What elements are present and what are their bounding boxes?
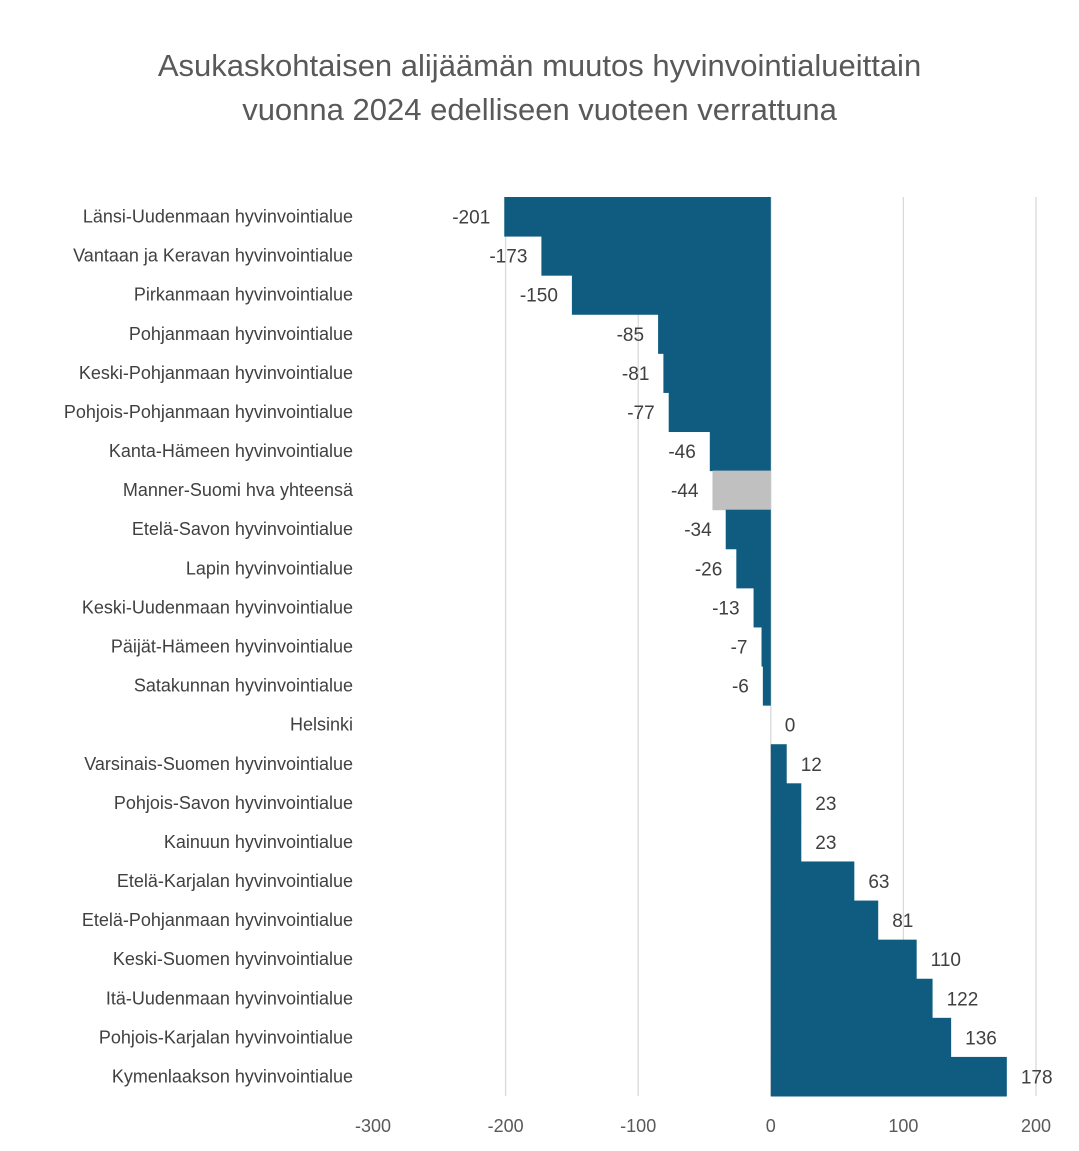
category-label: Varsinais-Suomen hyvinvointialue: [84, 754, 353, 774]
category-label: Itä-Uudenmaan hyvinvointialue: [106, 988, 353, 1008]
category-label: Etelä-Savon hyvinvointialue: [132, 519, 353, 539]
chart-title: Asukaskohtaisen alijäämän muutos hyvinvo…: [0, 44, 1079, 132]
data-label: 110: [931, 950, 961, 971]
bar: [770, 861, 855, 902]
data-label: -7: [731, 638, 748, 659]
bars: [504, 197, 1007, 1097]
x-tick-label: -200: [488, 1116, 524, 1136]
category-label: Keski-Uudenmaan hyvinvointialue: [82, 597, 353, 617]
bar: [712, 470, 771, 511]
data-label: -173: [489, 247, 527, 268]
bar: [770, 744, 787, 784]
category-label: Pirkanmaan hyvinvointialue: [134, 285, 353, 305]
bar: [753, 587, 771, 628]
bar: [504, 197, 771, 237]
value-labels: -201 -173 -150 -85 -81 -77 -46 -44 -34 -26 -13 -7 -6…: [452, 208, 1052, 1089]
data-label: 81: [892, 911, 913, 932]
bar: [658, 314, 771, 354]
bar: [770, 1056, 1007, 1097]
category-label: Satakunnan hyvinvointialue: [134, 676, 353, 696]
bar: [762, 666, 771, 706]
data-label: -34: [684, 520, 712, 541]
x-tick-label: 0: [766, 1116, 776, 1136]
chart-title-line-2: vuonna 2024 edelliseen vuoteen verrattun…: [242, 92, 837, 127]
data-label: -81: [622, 364, 649, 385]
bar: [770, 900, 879, 941]
data-label: -6: [732, 677, 749, 698]
category-label: Vantaan ja Keravan hyvinvointialue: [73, 246, 353, 266]
bar: [725, 509, 771, 550]
bar: [663, 353, 771, 393]
data-label: -13: [712, 598, 739, 619]
category-label: Keski-Suomen hyvinvointialue: [113, 949, 353, 969]
category-label: Pohjois-Savon hyvinvointialue: [114, 793, 353, 813]
category-label: Kanta-Hämeen hyvinvointialue: [109, 441, 353, 461]
bar: [736, 548, 771, 589]
x-axis-tick-labels: -300 -200 -100 0 100 200: [355, 1116, 1051, 1136]
data-label: -201: [452, 208, 490, 229]
data-label: 63: [868, 872, 889, 893]
category-label: Pohjois-Pohjanmaan hyvinvointialue: [64, 402, 353, 422]
data-label: -77: [627, 403, 654, 424]
data-label: 12: [801, 755, 822, 776]
bar: [761, 626, 771, 667]
data-label: 0: [785, 716, 796, 737]
bar: [571, 275, 771, 315]
data-label: 178: [1021, 1067, 1053, 1088]
category-label: Etelä-Karjalan hyvinvointialue: [117, 871, 353, 891]
category-label: Päijät-Hämeen hyvinvointialue: [111, 637, 353, 657]
category-label: Lapin hyvinvointialue: [186, 558, 353, 578]
bar: [770, 939, 917, 980]
data-label: 23: [815, 833, 836, 854]
category-label: Kymenlaakson hyvinvointialue: [112, 1066, 353, 1086]
category-label: Manner-Suomi hva yhteensä: [123, 480, 354, 500]
category-label: Kainuun hyvinvointialue: [164, 832, 353, 852]
bar: [709, 431, 771, 472]
category-label: Pohjanmaan hyvinvointialue: [129, 324, 353, 344]
category-label: Keski-Pohjanmaan hyvinvointialue: [79, 363, 353, 383]
data-label: -44: [671, 481, 699, 502]
category-label: Helsinki: [290, 715, 353, 735]
bar: [770, 822, 802, 862]
data-label: -26: [695, 559, 722, 580]
category-labels: Länsi-Uudenmaan hyvinvointialue Vantaan j…: [64, 207, 354, 1087]
x-tick-label: -100: [620, 1116, 656, 1136]
category-label: Pohjois-Karjalan hyvinvointialue: [99, 1027, 353, 1047]
category-label: Etelä-Pohjanmaan hyvinvointialue: [82, 910, 353, 930]
category-label: Länsi-Uudenmaan hyvinvointialue: [83, 207, 353, 227]
bar: [770, 783, 802, 823]
chart-title-line-1: Asukaskohtaisen alijäämän muutos hyvinvo…: [157, 48, 922, 83]
bar: [770, 1017, 952, 1058]
x-tick-label: 200: [1021, 1116, 1051, 1136]
data-label: -150: [520, 286, 558, 307]
bar: [668, 392, 771, 433]
data-label: 122: [947, 989, 979, 1010]
bar: [541, 236, 771, 276]
data-label: 136: [965, 1028, 997, 1049]
bar: [770, 978, 933, 1019]
x-tick-label: 100: [888, 1116, 918, 1136]
data-label: -85: [617, 325, 644, 346]
data-label: -46: [668, 442, 695, 463]
data-label: 23: [815, 794, 836, 815]
x-tick-label: -300: [355, 1116, 391, 1136]
